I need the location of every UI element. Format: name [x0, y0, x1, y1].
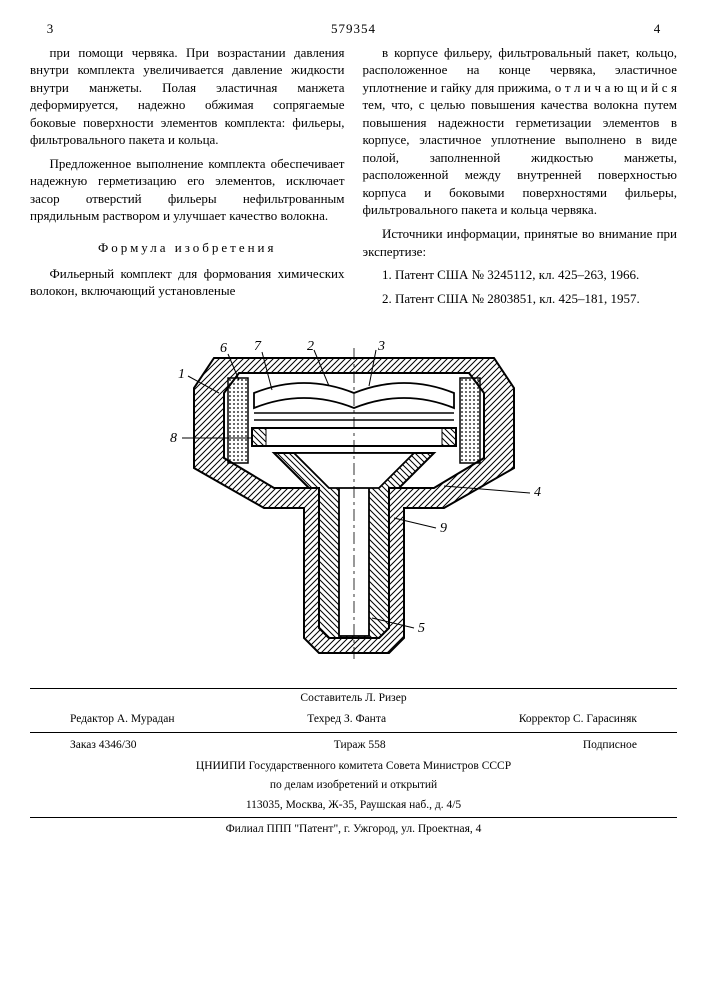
- page-number-right: 4: [637, 20, 677, 38]
- footer-corrector: Корректор С. Гарасиняк: [519, 712, 637, 728]
- footer-org1: ЦНИИПИ Государственного комитета Совета …: [30, 757, 677, 777]
- left-para-3: Фильерный комплект для формования химиче…: [30, 265, 345, 300]
- figure-label-9: 9: [440, 521, 447, 536]
- right-para-1: в корпусе фильеру, фильтровальный пакет,…: [363, 44, 678, 219]
- sources-heading: Источники информации, принятые во вниман…: [363, 225, 678, 260]
- footer-org2: по делам изобретений и открытий: [30, 776, 677, 796]
- figure-label-6: 6: [220, 341, 227, 356]
- footer-podpis: Подписное: [583, 738, 637, 754]
- figure-label-3: 3: [377, 339, 385, 354]
- footer-compiler: Составитель Л. Ризер: [30, 689, 677, 709]
- footer-techred: Техред З. Фанта: [307, 712, 386, 728]
- figure-label-8: 8: [170, 431, 177, 446]
- footer-tirage: Тираж 558: [334, 738, 386, 754]
- footer-branch: Филиал ППП "Патент", г. Ужгород, ул. Про…: [30, 820, 677, 840]
- footer-editor: Редактор А. Мурадан: [70, 712, 175, 728]
- right-column: в корпусе фильеру, фильтровальный пакет,…: [363, 44, 678, 314]
- left-para-2: Предложенное выполнение комплекта обеспе…: [30, 155, 345, 225]
- reference-1: 1. Патент США № 3245112, кл. 425–263, 19…: [363, 266, 678, 284]
- figure-label-1: 1: [178, 367, 185, 382]
- left-column: при помощи червяка. При возрастании давл…: [30, 44, 345, 314]
- page-number-row: 3 579354 4: [30, 20, 677, 38]
- figure-label-7: 7: [254, 339, 262, 354]
- page-number-left: 3: [30, 20, 70, 38]
- footer-address: 113035, Москва, Ж-35, Раушская наб., д. …: [30, 796, 677, 816]
- text-columns: при помощи червяка. При возрастании давл…: [30, 44, 677, 314]
- footer-block: Составитель Л. Ризер Редактор А. Мурадан…: [30, 688, 677, 840]
- document-number: 579354: [331, 20, 376, 38]
- figure-label-4: 4: [534, 485, 541, 500]
- figure-label-5: 5: [418, 621, 425, 636]
- left-para-1: при помощи червяка. При возрастании давл…: [30, 44, 345, 149]
- footer-order: Заказ 4346/30: [70, 738, 137, 754]
- figure-label-2: 2: [307, 339, 314, 354]
- formula-heading: Формула изобретения: [30, 239, 345, 257]
- technical-drawing: 1 2 3 6 7 8 4 9 5: [144, 338, 564, 668]
- reference-2: 2. Патент США № 2803851, кл. 425–181, 19…: [363, 290, 678, 308]
